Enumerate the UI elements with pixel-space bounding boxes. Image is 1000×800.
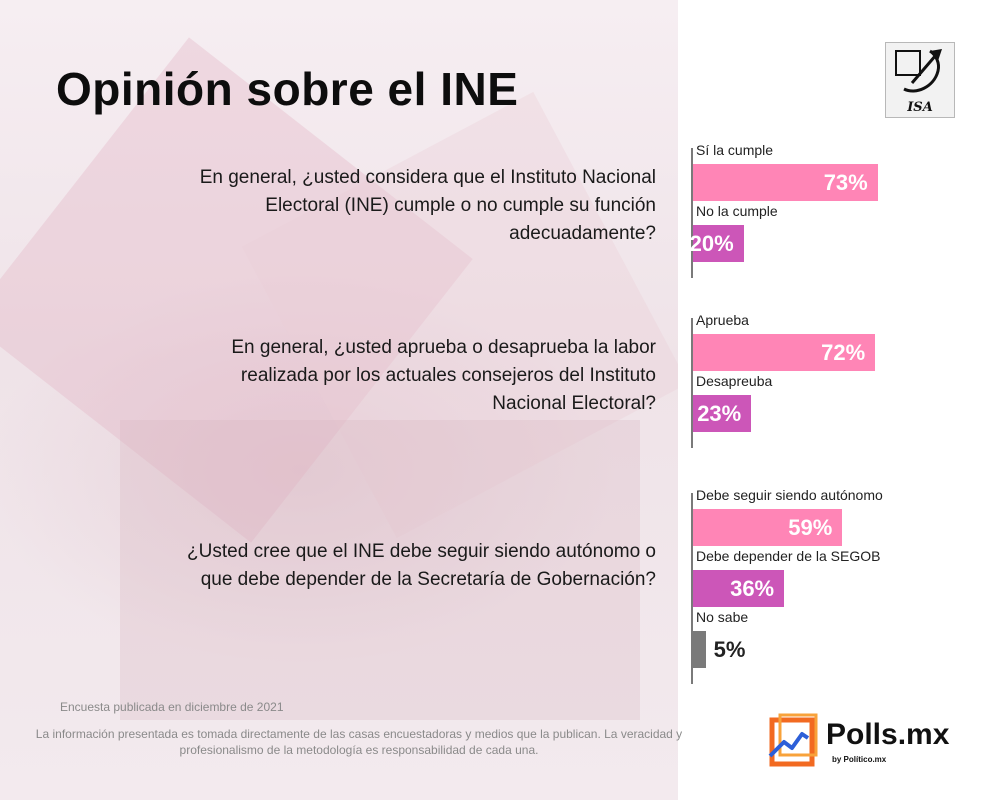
question-3: ¿Usted cree que el INE debe seguir siend… (187, 541, 656, 590)
isa-logo: ISA (885, 42, 955, 118)
polls-chart-icon (768, 713, 818, 767)
chart-3-axis (691, 493, 693, 684)
chart-3-value-label: 59% (788, 515, 833, 540)
polls-mx-logo: Polls.mx by Político.mx (768, 712, 968, 772)
background-shape (120, 420, 640, 720)
chart-2-category-label: Aprueba (696, 312, 749, 328)
chart-1-axis (691, 148, 693, 278)
chart-3-bar (693, 570, 785, 607)
chart-3-category-label: No sabe (696, 609, 749, 625)
chart-3-value-label: 36% (730, 576, 775, 601)
chart-3-bar (693, 631, 706, 668)
background-photo-area (0, 0, 678, 800)
isa-emblem-icon (895, 49, 942, 93)
isa-logo-text: ISA (907, 100, 933, 115)
chart-2-bar (693, 334, 876, 371)
chart-3-value-label: 5% (713, 637, 746, 662)
brand-byline: by Político.mx (832, 755, 887, 764)
chart-2-category-label: Desapreuba (696, 373, 773, 389)
chart-3-bar (693, 509, 843, 546)
chart-1-bar (693, 164, 878, 201)
chart-3-category-label: Debe seguir siendo autónomo (696, 487, 883, 503)
page-title: Opinión sobre el INE (56, 63, 519, 115)
chart-1-category-label: Sí la cumple (696, 142, 774, 158)
question-2: En general, ¿usted aprueba o desaprueba … (231, 337, 656, 414)
chart-1-value-label: 20% (689, 231, 734, 256)
chart-1-bar (693, 225, 744, 262)
brand-name: Polls.mx (826, 718, 950, 751)
chart-1-category-label: No la cumple (696, 203, 778, 219)
question-1: En general, ¿usted considera que el Inst… (199, 167, 656, 244)
chart-2-value-label: 23% (697, 401, 742, 426)
chart-2-axis (691, 318, 693, 448)
chart-3-category-label: Debe depender de la SEGOB (696, 548, 881, 564)
chart-2-value-label: 72% (821, 340, 866, 365)
chart-1-value-label: 73% (823, 170, 868, 195)
disclaimer: La información presentada es tomada dire… (35, 727, 683, 757)
survey-date: Encuesta publicada en diciembre de 2021 (60, 700, 284, 714)
chart-2-bar (693, 395, 752, 432)
